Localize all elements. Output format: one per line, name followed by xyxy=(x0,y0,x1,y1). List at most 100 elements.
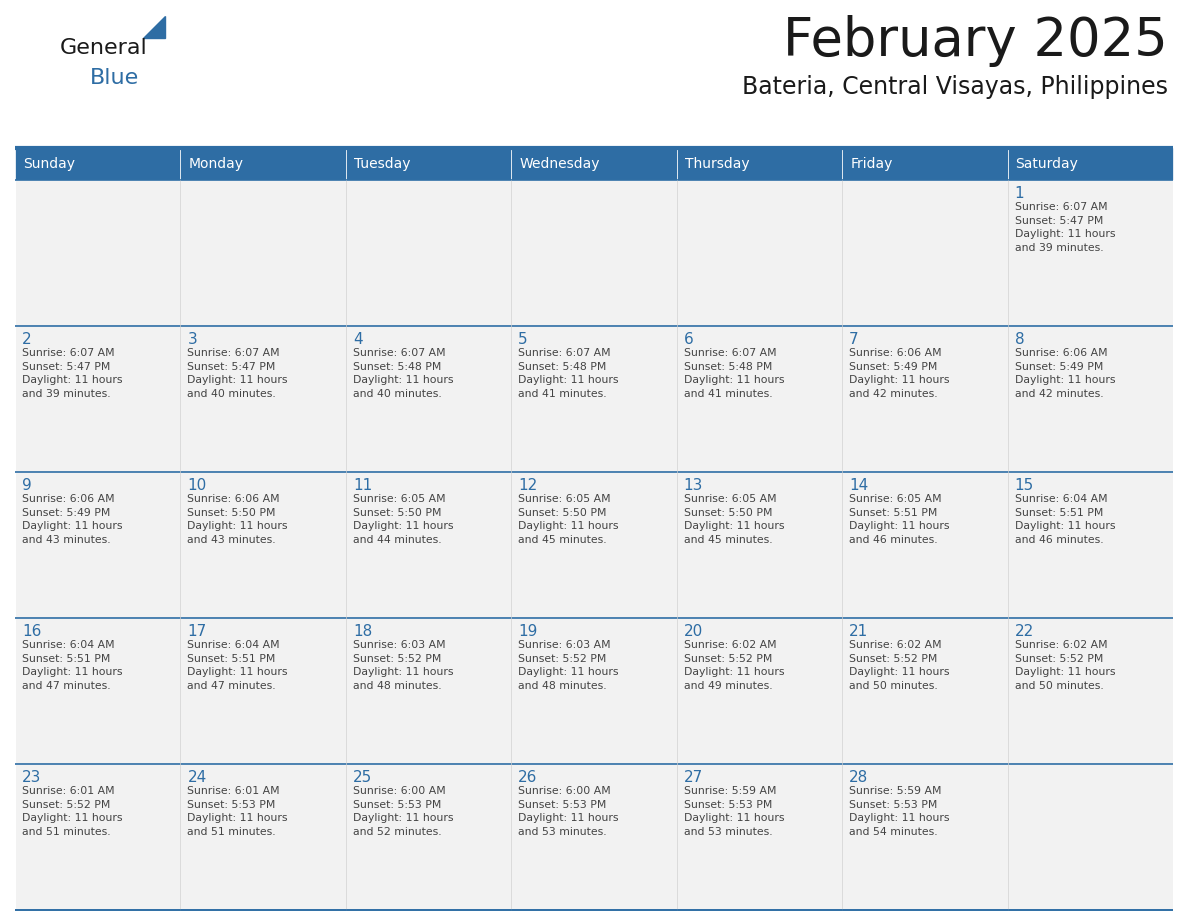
Text: 2: 2 xyxy=(23,332,32,347)
Text: 7: 7 xyxy=(849,332,859,347)
Text: 18: 18 xyxy=(353,624,372,639)
Bar xyxy=(15,180,181,326)
Text: Sunrise: 6:05 AM
Sunset: 5:50 PM
Daylight: 11 hours
and 44 minutes.: Sunrise: 6:05 AM Sunset: 5:50 PM Dayligh… xyxy=(353,494,454,544)
Text: 9: 9 xyxy=(23,478,32,493)
Text: 11: 11 xyxy=(353,478,372,493)
Text: 13: 13 xyxy=(684,478,703,493)
Bar xyxy=(15,764,181,910)
Bar xyxy=(15,472,181,618)
Text: 28: 28 xyxy=(849,770,868,785)
Bar xyxy=(677,180,842,326)
Text: 27: 27 xyxy=(684,770,703,785)
Text: 16: 16 xyxy=(23,624,42,639)
Text: Friday: Friday xyxy=(851,157,892,171)
Bar xyxy=(15,148,181,180)
Bar xyxy=(677,148,842,180)
Bar xyxy=(181,472,346,618)
Bar xyxy=(1007,472,1173,618)
Text: Sunrise: 6:04 AM
Sunset: 5:51 PM
Daylight: 11 hours
and 46 minutes.: Sunrise: 6:04 AM Sunset: 5:51 PM Dayligh… xyxy=(1015,494,1116,544)
Bar xyxy=(511,326,677,472)
Text: Sunrise: 6:02 AM
Sunset: 5:52 PM
Daylight: 11 hours
and 50 minutes.: Sunrise: 6:02 AM Sunset: 5:52 PM Dayligh… xyxy=(849,640,949,691)
Text: 1: 1 xyxy=(1015,186,1024,201)
Bar xyxy=(181,148,346,180)
Bar xyxy=(1007,326,1173,472)
Text: Sunrise: 6:07 AM
Sunset: 5:48 PM
Daylight: 11 hours
and 41 minutes.: Sunrise: 6:07 AM Sunset: 5:48 PM Dayligh… xyxy=(518,348,619,398)
Bar xyxy=(677,764,842,910)
Bar xyxy=(1007,618,1173,764)
Text: Sunrise: 6:07 AM
Sunset: 5:47 PM
Daylight: 11 hours
and 39 minutes.: Sunrise: 6:07 AM Sunset: 5:47 PM Dayligh… xyxy=(23,348,122,398)
Bar xyxy=(181,618,346,764)
Text: Saturday: Saturday xyxy=(1016,157,1079,171)
Text: 20: 20 xyxy=(684,624,703,639)
Text: Wednesday: Wednesday xyxy=(519,157,600,171)
Bar xyxy=(511,180,677,326)
Bar xyxy=(677,618,842,764)
Text: Sunrise: 6:00 AM
Sunset: 5:53 PM
Daylight: 11 hours
and 53 minutes.: Sunrise: 6:00 AM Sunset: 5:53 PM Dayligh… xyxy=(518,786,619,837)
Text: Sunrise: 6:06 AM
Sunset: 5:49 PM
Daylight: 11 hours
and 42 minutes.: Sunrise: 6:06 AM Sunset: 5:49 PM Dayligh… xyxy=(1015,348,1116,398)
Bar xyxy=(842,326,1007,472)
Text: Sunrise: 6:04 AM
Sunset: 5:51 PM
Daylight: 11 hours
and 47 minutes.: Sunrise: 6:04 AM Sunset: 5:51 PM Dayligh… xyxy=(23,640,122,691)
Text: Tuesday: Tuesday xyxy=(354,157,410,171)
Bar xyxy=(346,180,511,326)
Text: Sunrise: 6:07 AM
Sunset: 5:47 PM
Daylight: 11 hours
and 40 minutes.: Sunrise: 6:07 AM Sunset: 5:47 PM Dayligh… xyxy=(188,348,287,398)
Bar xyxy=(511,148,677,180)
Bar xyxy=(346,472,511,618)
Bar xyxy=(1007,180,1173,326)
Text: Sunrise: 6:03 AM
Sunset: 5:52 PM
Daylight: 11 hours
and 48 minutes.: Sunrise: 6:03 AM Sunset: 5:52 PM Dayligh… xyxy=(353,640,454,691)
Text: Sunrise: 6:07 AM
Sunset: 5:47 PM
Daylight: 11 hours
and 39 minutes.: Sunrise: 6:07 AM Sunset: 5:47 PM Dayligh… xyxy=(1015,202,1116,252)
Text: 15: 15 xyxy=(1015,478,1034,493)
Text: Sunrise: 6:07 AM
Sunset: 5:48 PM
Daylight: 11 hours
and 40 minutes.: Sunrise: 6:07 AM Sunset: 5:48 PM Dayligh… xyxy=(353,348,454,398)
Bar xyxy=(677,472,842,618)
Text: General: General xyxy=(61,38,147,58)
Text: 10: 10 xyxy=(188,478,207,493)
Text: 5: 5 xyxy=(518,332,527,347)
Bar xyxy=(1007,764,1173,910)
Text: 4: 4 xyxy=(353,332,362,347)
Text: 8: 8 xyxy=(1015,332,1024,347)
Bar xyxy=(15,618,181,764)
Text: Sunrise: 6:06 AM
Sunset: 5:49 PM
Daylight: 11 hours
and 42 minutes.: Sunrise: 6:06 AM Sunset: 5:49 PM Dayligh… xyxy=(849,348,949,398)
Text: Sunrise: 5:59 AM
Sunset: 5:53 PM
Daylight: 11 hours
and 54 minutes.: Sunrise: 5:59 AM Sunset: 5:53 PM Dayligh… xyxy=(849,786,949,837)
Text: Sunrise: 6:05 AM
Sunset: 5:50 PM
Daylight: 11 hours
and 45 minutes.: Sunrise: 6:05 AM Sunset: 5:50 PM Dayligh… xyxy=(684,494,784,544)
Text: 25: 25 xyxy=(353,770,372,785)
Text: Sunrise: 6:00 AM
Sunset: 5:53 PM
Daylight: 11 hours
and 52 minutes.: Sunrise: 6:00 AM Sunset: 5:53 PM Dayligh… xyxy=(353,786,454,837)
Bar xyxy=(1007,148,1173,180)
Bar xyxy=(842,472,1007,618)
Polygon shape xyxy=(143,16,165,38)
Text: February 2025: February 2025 xyxy=(783,15,1168,67)
Bar xyxy=(181,180,346,326)
Text: Sunrise: 6:06 AM
Sunset: 5:50 PM
Daylight: 11 hours
and 43 minutes.: Sunrise: 6:06 AM Sunset: 5:50 PM Dayligh… xyxy=(188,494,287,544)
Text: Sunrise: 5:59 AM
Sunset: 5:53 PM
Daylight: 11 hours
and 53 minutes.: Sunrise: 5:59 AM Sunset: 5:53 PM Dayligh… xyxy=(684,786,784,837)
Text: Sunrise: 6:02 AM
Sunset: 5:52 PM
Daylight: 11 hours
and 49 minutes.: Sunrise: 6:02 AM Sunset: 5:52 PM Dayligh… xyxy=(684,640,784,691)
Text: Sunrise: 6:01 AM
Sunset: 5:52 PM
Daylight: 11 hours
and 51 minutes.: Sunrise: 6:01 AM Sunset: 5:52 PM Dayligh… xyxy=(23,786,122,837)
Text: 21: 21 xyxy=(849,624,868,639)
Bar xyxy=(346,326,511,472)
Text: 17: 17 xyxy=(188,624,207,639)
Bar xyxy=(511,472,677,618)
Bar xyxy=(346,148,511,180)
Text: 12: 12 xyxy=(518,478,537,493)
Bar xyxy=(15,326,181,472)
Bar xyxy=(677,326,842,472)
Bar xyxy=(346,764,511,910)
Text: 14: 14 xyxy=(849,478,868,493)
Text: Thursday: Thursday xyxy=(684,157,750,171)
Text: Bateria, Central Visayas, Philippines: Bateria, Central Visayas, Philippines xyxy=(742,75,1168,99)
Text: 3: 3 xyxy=(188,332,197,347)
Text: Sunrise: 6:04 AM
Sunset: 5:51 PM
Daylight: 11 hours
and 47 minutes.: Sunrise: 6:04 AM Sunset: 5:51 PM Dayligh… xyxy=(188,640,287,691)
Text: Sunrise: 6:05 AM
Sunset: 5:50 PM
Daylight: 11 hours
and 45 minutes.: Sunrise: 6:05 AM Sunset: 5:50 PM Dayligh… xyxy=(518,494,619,544)
Text: Sunrise: 6:05 AM
Sunset: 5:51 PM
Daylight: 11 hours
and 46 minutes.: Sunrise: 6:05 AM Sunset: 5:51 PM Dayligh… xyxy=(849,494,949,544)
Bar xyxy=(511,618,677,764)
Bar xyxy=(511,764,677,910)
Bar xyxy=(346,618,511,764)
Text: Sunrise: 6:02 AM
Sunset: 5:52 PM
Daylight: 11 hours
and 50 minutes.: Sunrise: 6:02 AM Sunset: 5:52 PM Dayligh… xyxy=(1015,640,1116,691)
Text: Sunrise: 6:01 AM
Sunset: 5:53 PM
Daylight: 11 hours
and 51 minutes.: Sunrise: 6:01 AM Sunset: 5:53 PM Dayligh… xyxy=(188,786,287,837)
Text: Sunrise: 6:06 AM
Sunset: 5:49 PM
Daylight: 11 hours
and 43 minutes.: Sunrise: 6:06 AM Sunset: 5:49 PM Dayligh… xyxy=(23,494,122,544)
Text: Monday: Monday xyxy=(189,157,244,171)
Bar xyxy=(842,148,1007,180)
Text: 22: 22 xyxy=(1015,624,1034,639)
Text: Blue: Blue xyxy=(90,68,139,88)
Text: Sunrise: 6:03 AM
Sunset: 5:52 PM
Daylight: 11 hours
and 48 minutes.: Sunrise: 6:03 AM Sunset: 5:52 PM Dayligh… xyxy=(518,640,619,691)
Bar xyxy=(842,180,1007,326)
Bar xyxy=(181,326,346,472)
